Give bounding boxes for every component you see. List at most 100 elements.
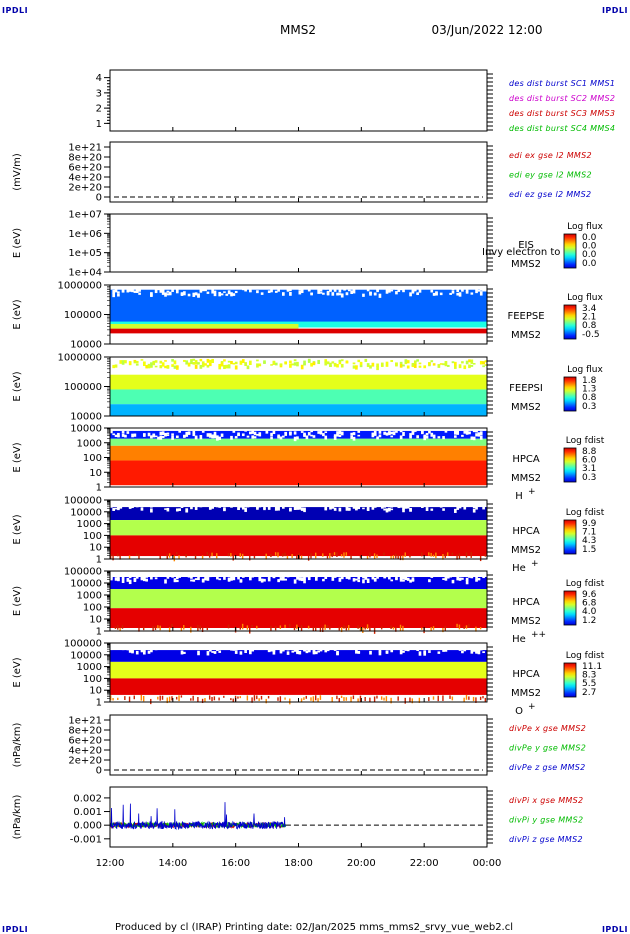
spectrogram-pixel [208, 574, 212, 578]
spectrogram-pixel [312, 435, 316, 438]
spectrogram-pixel [423, 435, 427, 441]
spectrogram-pixel [383, 552, 385, 556]
spectrogram-pixel [352, 362, 356, 365]
spectrogram-pixel [399, 435, 403, 440]
spectrogram-pixel [430, 627, 432, 631]
spectrogram-pixel [161, 573, 165, 576]
spectrogram-pixel [397, 555, 399, 560]
spectrogram-pixel [470, 292, 474, 295]
x-tick-label: 12:00 [96, 858, 125, 869]
spectrogram-pixel [324, 574, 328, 579]
spectrogram-pixel [232, 698, 234, 703]
spectrogram-pixel [284, 552, 286, 557]
y-tick-label: -0.001 [70, 834, 102, 845]
spectrogram-pixel [232, 576, 236, 581]
spectrogram-pixel [296, 624, 298, 630]
spectrogram-pixel [458, 506, 462, 509]
spectrogram-pixel [197, 645, 200, 648]
spectrogram-pixel [385, 696, 388, 702]
spectrogram-pixel [263, 504, 266, 509]
spectrogram-pixel [340, 647, 344, 650]
spectrogram-pixel [251, 435, 255, 439]
spectrogram-pixel [312, 649, 316, 653]
spectrogram-pixel [117, 553, 119, 557]
spectrogram-pixel [390, 579, 394, 582]
spectrogram-pixel [223, 220, 226, 224]
y-tick-label: 1e+05 [68, 248, 102, 259]
spectrogram-pixel [159, 365, 163, 369]
spectrogram-band [110, 678, 487, 695]
spectrogram-pixel [133, 695, 135, 700]
spectrogram-pixel [289, 363, 292, 368]
spectrogram-pixel [312, 361, 316, 366]
spectrogram-pixel [326, 220, 330, 223]
spectrogram-pixel [357, 698, 359, 702]
spectrogram-pixel [298, 290, 302, 295]
spectrogram-pixel [296, 575, 299, 578]
spectrogram-pixel [272, 360, 276, 365]
spectrogram-pixel [383, 697, 385, 701]
spectrogram-pixel [421, 429, 424, 434]
spectrogram-pixel [388, 431, 391, 436]
spectrogram-pixel [376, 289, 379, 293]
spectrogram-pixel [444, 361, 448, 364]
spectrogram-pixel [345, 697, 348, 701]
spectrogram-pixel [135, 360, 139, 364]
spectrogram-pixel [472, 220, 476, 222]
spectrogram-pixel [168, 627, 171, 633]
spectrogram-pixel [185, 431, 189, 435]
y-axis-title: E (eV) [12, 299, 23, 329]
spectrogram-pixel [350, 290, 353, 295]
y-tick-label: 100 [83, 531, 102, 542]
spectrogram-pixel [402, 505, 405, 510]
spectrogram-pixel [241, 287, 245, 291]
spectrogram-pixel [251, 647, 255, 652]
spectrogram-pixel [274, 574, 278, 577]
spectrogram-pixel [206, 358, 210, 363]
spectrogram-pixel [213, 431, 217, 437]
spectrogram-pixel [402, 579, 405, 582]
panel-frame [109, 786, 488, 848]
spectrogram-pixel [355, 578, 358, 581]
spectrogram-pixel [362, 502, 365, 507]
colorbar [563, 376, 577, 412]
spectrogram-pixel [213, 434, 217, 439]
spectrogram-pixel [190, 502, 193, 506]
spectrogram-pixel [329, 626, 331, 630]
spectrogram-pixel [454, 286, 457, 290]
spectrogram-pixel [121, 647, 125, 651]
spectrogram-pixel [284, 697, 286, 700]
spectrogram-pixel [159, 288, 163, 293]
spectrogram-pixel [468, 573, 471, 576]
spectrogram-pixel [442, 219, 445, 222]
panel-p6: 1 10 100 1000 10000 HPCA MMS2 H + Log fdist8.86.0… [12, 424, 605, 503]
spectrogram-pixel [357, 576, 361, 580]
spectrogram-pixel [293, 431, 297, 435]
spectrogram-pixel [159, 360, 163, 364]
spectrogram-pixel [390, 431, 394, 435]
spectrogram-pixel [423, 651, 427, 656]
spacecraft-label: MMS2 [511, 688, 541, 699]
spectrogram-pixel [399, 624, 402, 631]
spectrogram-pixel [378, 651, 382, 656]
spectrogram-pixel [289, 507, 292, 512]
spectrogram-pixel [133, 433, 137, 437]
x-tick-label: 16:00 [221, 858, 250, 869]
instrument-label: HPCA [512, 526, 540, 537]
y-tick-label: 4e+20 [68, 173, 102, 184]
spectrogram-pixel [479, 431, 483, 436]
spectrogram-pixel [484, 360, 488, 363]
spectrogram-pixel [465, 579, 469, 585]
spectrogram-pixel [413, 289, 417, 292]
spectrogram-pixel [402, 221, 405, 225]
spectrogram-pixel [463, 365, 467, 370]
spectrogram-pixel [251, 644, 255, 650]
spectrogram-pixel [239, 626, 242, 630]
spectrogram-band [110, 589, 487, 609]
spectrogram-pixel [340, 433, 344, 436]
spectrogram-pixel [482, 361, 485, 365]
spectrogram-pixel [192, 220, 196, 224]
spectrogram-pixel [208, 505, 212, 509]
spectrogram-pixel [128, 217, 132, 222]
spectrogram-pixel [319, 502, 323, 505]
